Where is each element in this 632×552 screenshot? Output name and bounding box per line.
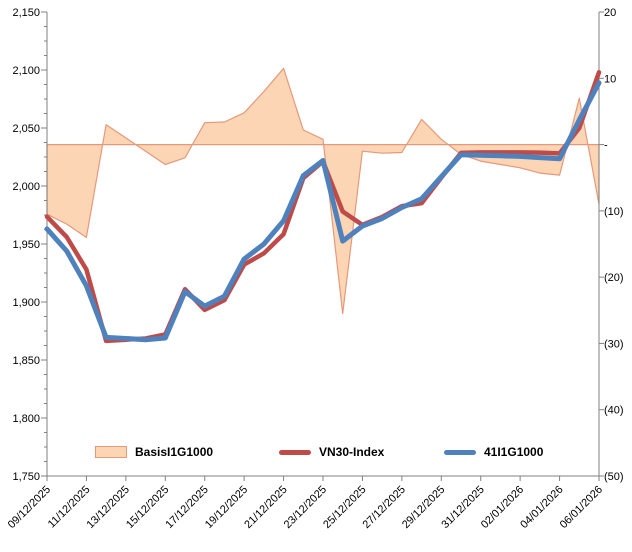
x-axis-label: 06/01/2026 [558,484,605,531]
y-axis-right-label: (10) [604,206,624,218]
y-axis-left-label: 1,950 [12,239,40,251]
y-axis-left-label: 2,100 [12,65,40,77]
y-axis-right-label: - [604,140,608,152]
y-axis-right-label: 20 [604,7,616,19]
futures-line-series [44,80,602,343]
y-axis-left-label: 1,850 [12,355,40,367]
y-axis-left-label: 2,000 [12,181,40,193]
x-axis-label: 09/12/2025 [6,484,53,531]
basis-area-series [46,67,600,315]
y-axis-right-label: (30) [604,338,624,350]
vn30-line-series [44,70,602,344]
y-axis-left-label: 1,750 [12,471,40,483]
y-axis-left-label: 1,900 [12,297,40,309]
y-axis-right-label: (20) [604,272,624,284]
y-axis-right-label: (50) [604,471,624,483]
y-axis-left-label: 2,150 [12,7,40,19]
y-axis-right-label: 10 [604,73,616,85]
y-axis-left-label: 1,800 [12,413,40,425]
y-axis-right-label: (40) [604,405,624,417]
y-axis-left-label: 2,050 [12,123,40,135]
